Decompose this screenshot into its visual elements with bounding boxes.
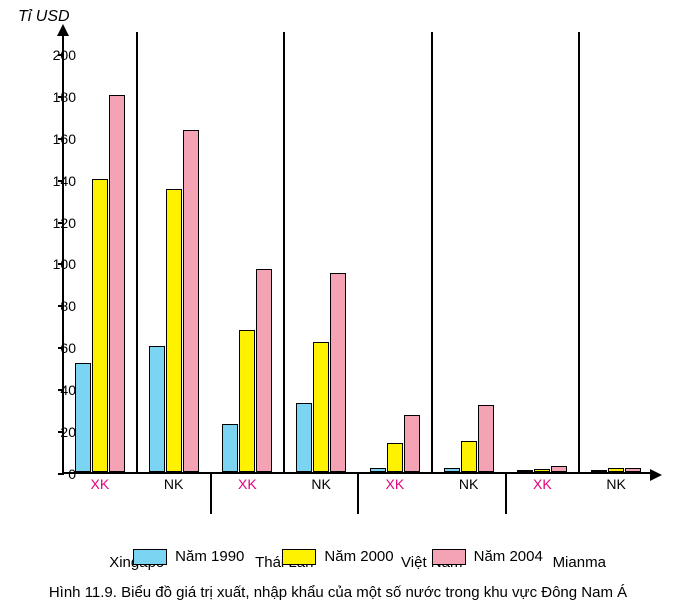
bar <box>166 189 182 472</box>
y-tick-label: 140 <box>26 173 76 189</box>
y-tick-label: 120 <box>26 215 76 231</box>
country-group: XKNKMianma <box>507 472 653 514</box>
legend-item: Năm 2004 <box>432 548 543 565</box>
country-group: XKNKViệt Nam <box>359 472 507 514</box>
subgroup: XK <box>212 32 286 472</box>
legend-label: Năm 1990 <box>175 548 244 565</box>
subgroup-label: NK <box>580 472 652 492</box>
y-tick-mark <box>58 347 64 349</box>
y-tick-label: 160 <box>26 131 76 147</box>
bar <box>239 330 255 472</box>
legend-swatch <box>282 549 316 565</box>
y-tick-label: 200 <box>26 47 76 63</box>
subgroup-label: XK <box>507 472 579 492</box>
subgroup-label: NK <box>138 472 210 492</box>
bar <box>404 415 420 472</box>
y-tick-label: 20 <box>26 424 76 440</box>
bar <box>296 403 312 472</box>
legend-swatch <box>432 549 466 565</box>
y-tick-mark <box>58 180 64 182</box>
subgroup-row: XKNK <box>359 32 505 472</box>
y-tick-mark <box>58 54 64 56</box>
y-tick-mark <box>58 222 64 224</box>
bar <box>222 424 238 472</box>
chart-container: Tỉ USD XKNKXingapoXKNKThái LanXKNKViệt N… <box>0 0 676 613</box>
y-tick-mark <box>58 473 64 475</box>
country-group: XKNKThái Lan <box>212 472 360 514</box>
subgroup: NK <box>433 32 505 472</box>
bar <box>313 342 329 472</box>
y-tick-label: 100 <box>26 256 76 272</box>
subgroup: NK <box>138 32 210 472</box>
legend-item: Năm 1990 <box>133 548 244 565</box>
y-tick-label: 0 <box>26 466 76 482</box>
y-tick-mark <box>58 305 64 307</box>
plot-area: XKNKXingapoXKNKThái LanXKNKViệt NamXKNKM… <box>62 34 652 474</box>
y-tick-mark <box>58 138 64 140</box>
legend-label: Năm 2004 <box>474 548 543 565</box>
y-tick-mark <box>58 96 64 98</box>
y-tick-mark <box>58 263 64 265</box>
y-tick-label: 60 <box>26 340 76 356</box>
subgroup: XK <box>359 32 433 472</box>
subgroup: XK <box>507 32 581 472</box>
legend: Năm 1990 Năm 2000 Năm 2004 <box>0 548 676 565</box>
y-tick-label: 40 <box>26 382 76 398</box>
subgroup-label: XK <box>359 472 431 492</box>
y-tick-mark <box>58 389 64 391</box>
bar <box>75 363 91 472</box>
bar <box>92 179 108 472</box>
bar <box>330 273 346 472</box>
country-group: XKNKXingapo <box>64 472 212 514</box>
y-tick-mark <box>58 431 64 433</box>
subgroup-label: NK <box>433 472 505 492</box>
bar <box>387 443 403 472</box>
caption: Hình 11.9. Biểu đồ giá trị xuất, nhập kh… <box>0 584 676 601</box>
bar <box>183 130 199 472</box>
subgroup-row: XKNK <box>212 32 358 472</box>
subgroup: NK <box>285 32 357 472</box>
bar <box>256 269 272 472</box>
bar <box>478 405 494 472</box>
legend-item: Năm 2000 <box>282 548 393 565</box>
bar <box>149 346 165 472</box>
subgroup-row: XKNK <box>64 32 210 472</box>
subgroup-row: XKNK <box>507 32 653 472</box>
group-row: XKNKXingapoXKNKThái LanXKNKViệt NamXKNKM… <box>64 34 652 472</box>
legend-label: Năm 2000 <box>324 548 393 565</box>
subgroup-label: NK <box>285 472 357 492</box>
y-tick-label: 80 <box>26 298 76 314</box>
subgroup-label: XK <box>212 472 284 492</box>
y-tick-label: 180 <box>26 89 76 105</box>
subgroup: NK <box>580 32 652 472</box>
bar <box>461 441 477 472</box>
legend-swatch <box>133 549 167 565</box>
bar <box>109 95 125 472</box>
